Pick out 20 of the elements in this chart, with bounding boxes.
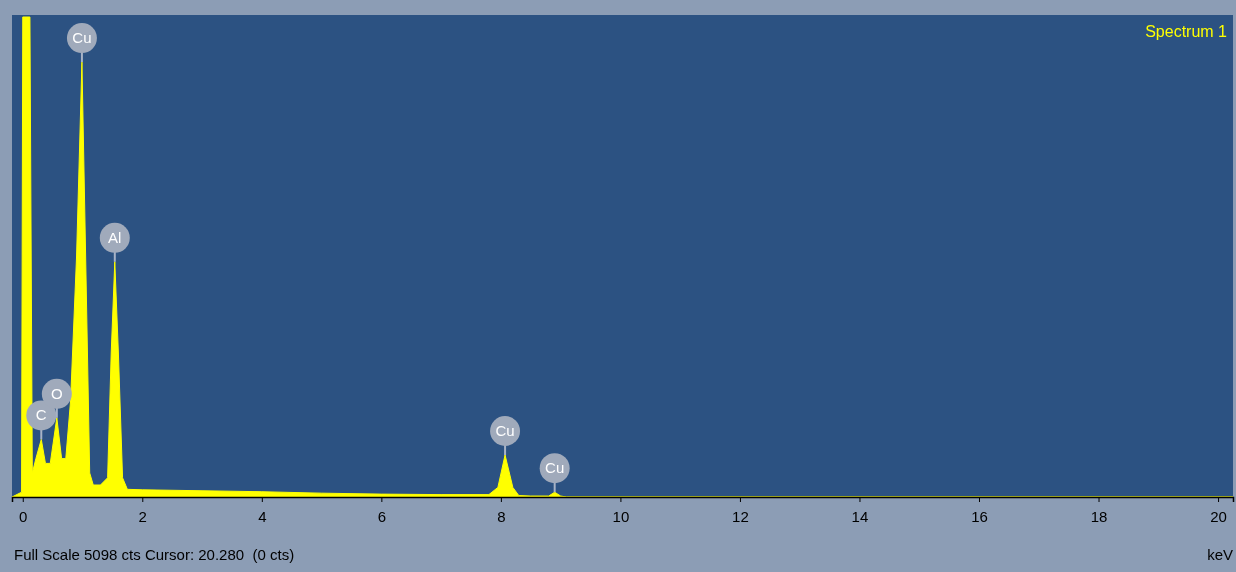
x-tick-label: 10 — [612, 507, 630, 525]
x-tick-label: 12 — [732, 507, 749, 525]
x-tick-label: 8 — [497, 507, 506, 525]
x-tick-label: 6 — [377, 507, 387, 525]
annotation: Cu — [545, 459, 565, 477]
x-tick-label: 14 — [851, 507, 869, 525]
x-tick-label: 2 — [138, 507, 147, 525]
x-tick-label: 0 — [19, 507, 28, 525]
x-tick-label: 4 — [258, 507, 267, 525]
annotation: C — [35, 406, 47, 424]
annotation: Spectrum 1 — [1145, 23, 1228, 40]
x-tick-label: 20 — [1210, 507, 1227, 525]
x-tick-label: 16 — [971, 507, 988, 525]
annotation: Al — [108, 228, 122, 246]
annotation: Cu — [495, 422, 515, 439]
x-axis-title: keV — [1207, 546, 1233, 563]
annotation: O — [50, 384, 63, 402]
text: Full Scale 5098 cts Cursor: 20.280 (0 cts) — [14, 546, 295, 563]
annotation: Cu — [72, 29, 92, 47]
x-tick-label: 18 — [1090, 507, 1108, 525]
